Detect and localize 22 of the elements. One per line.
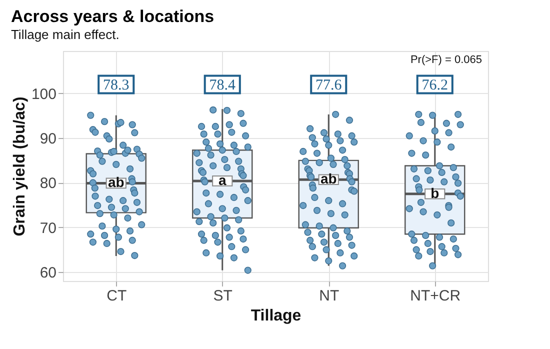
y-tick-label: 60 [40,264,56,282]
annotation: 76.2 [422,77,448,94]
chart-subtitle: Tillage main effect. [10,27,120,42]
x-tick-label: NT+CR [410,288,461,304]
y-tick-label: 90 [40,130,56,148]
annotation: Pr(>F) = 0.065 [410,54,482,66]
y-tick-label: 70 [40,220,56,237]
y-tick-label: 80 [40,175,56,192]
annotation: ab [108,174,124,190]
y-axis-title: Grain yield (bu/ac) [11,96,28,236]
annotation: 78.4 [209,77,236,94]
y-tick-label: 100 [31,86,56,103]
annotation: a [218,172,226,188]
x-tick-label: ST [213,288,232,304]
x-axis-title: Tillage [250,308,302,324]
x-tick-label: CT [106,288,127,304]
chart-title: Across years & locations [10,7,214,26]
annotation: ab [320,170,337,187]
annotation: b [430,184,440,201]
x-tick-label: NT [319,288,340,304]
annotation: 78.3 [103,77,130,94]
annotation: 77.6 [316,77,342,94]
